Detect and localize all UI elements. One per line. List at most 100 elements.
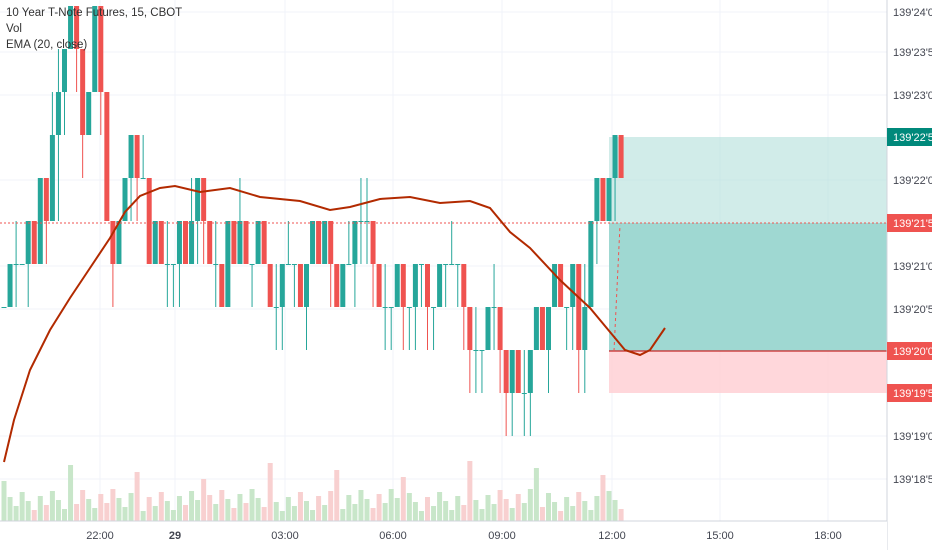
- candle-body: [43, 178, 49, 221]
- price-tick-label: 139'23'0: [893, 90, 932, 102]
- symbol-title[interactable]: 10 Year T-Note Futures, 15, CBOT: [6, 7, 183, 19]
- price-tag-target[interactable]: [887, 128, 932, 146]
- candle-body: [322, 221, 328, 264]
- price-tick-label: 139'21'0: [893, 261, 932, 273]
- candle-body: [158, 221, 164, 264]
- volume-bar: [31, 510, 37, 521]
- volume-bar: [183, 505, 188, 521]
- volume-bar: [473, 500, 479, 521]
- candle-body: [400, 264, 406, 307]
- candle-body: [140, 178, 146, 179]
- candle-body: [267, 264, 273, 307]
- candle-body: [425, 264, 430, 307]
- ema-legend[interactable]: EMA (20, close): [6, 39, 88, 51]
- volume-bar: [431, 506, 437, 521]
- candle-body: [201, 178, 207, 221]
- candle-body: [152, 221, 158, 264]
- volume-bar: [582, 501, 588, 521]
- candle-body: [183, 221, 188, 264]
- price-tag-stop[interactable]: [887, 384, 932, 402]
- candle-body: [539, 307, 545, 350]
- target-zone[interactable]: [609, 223, 887, 351]
- volume-bar: [146, 497, 152, 521]
- candle-body: [122, 178, 128, 221]
- volume-legend[interactable]: Vol: [6, 23, 22, 35]
- candle-body: [618, 135, 624, 178]
- candle-body: [86, 92, 92, 135]
- volume-bar: [467, 461, 473, 521]
- volume-bar: [68, 465, 74, 521]
- candle-body: [443, 264, 449, 265]
- candle-body: [527, 350, 533, 393]
- candle-body: [376, 264, 382, 307]
- volume-bar: [606, 491, 612, 521]
- volume-bar: [55, 500, 61, 521]
- target-zone-upper[interactable]: [609, 137, 887, 223]
- volume-bar: [491, 504, 497, 521]
- candle-body: [261, 221, 267, 264]
- volume-bar: [564, 497, 570, 521]
- candle-body: [273, 307, 279, 308]
- volume-bar: [25, 501, 31, 521]
- price-tick-label: 139'18'5: [893, 474, 932, 486]
- candle-body: [576, 264, 582, 350]
- candle-body: [237, 221, 243, 264]
- candle-body: [68, 6, 74, 49]
- volume-bar: [261, 507, 267, 521]
- time-tick-label: 03:00: [271, 530, 299, 542]
- price-tag-current[interactable]: [887, 214, 932, 232]
- price-tick-label: 139'22'0: [893, 175, 932, 187]
- volume-bar: [104, 503, 110, 521]
- candle-body: [98, 6, 104, 92]
- candle-body: [364, 221, 370, 222]
- stop-zone[interactable]: [609, 351, 887, 393]
- volume-bar: [539, 507, 545, 521]
- volume-bar: [195, 500, 201, 521]
- volume-bar: [13, 506, 19, 521]
- candle-body: [31, 221, 37, 264]
- volume-bar: [382, 503, 388, 521]
- candle-body: [455, 264, 461, 265]
- candle-body: [473, 350, 479, 351]
- volume-bar: [552, 502, 558, 521]
- volume-bar: [340, 509, 346, 521]
- price-tick-label: 139'24'0: [893, 7, 932, 19]
- volume-bar: [80, 490, 86, 521]
- candle-body: [503, 350, 509, 393]
- volume-bar: [231, 508, 237, 521]
- price-tag-entry[interactable]: [887, 342, 932, 360]
- volume-bar: [358, 490, 364, 521]
- candle-body: [128, 135, 134, 178]
- candle-body: [189, 221, 195, 264]
- candle-body: [394, 264, 400, 307]
- candle-body: [195, 178, 201, 221]
- volume-bar: [485, 495, 491, 521]
- candle-body: [25, 221, 31, 264]
- time-axis[interactable]: 22:00 29 03:00 06:00 09:00 12:00 15:00 18:00: [0, 520, 887, 550]
- candle-body: [406, 307, 412, 308]
- volume-bar: [352, 504, 358, 521]
- volume-bar: [164, 501, 170, 521]
- price-tag-label: 139'20'0: [893, 346, 932, 358]
- volume-bar: [158, 492, 164, 521]
- volume-bar: [62, 509, 67, 521]
- candle-body: [600, 178, 606, 221]
- candle-body: [164, 264, 170, 265]
- volume-bar: [618, 509, 624, 521]
- volume-bar: [515, 494, 521, 521]
- volume-bar: [370, 508, 376, 521]
- price-axis[interactable]: 139'24'0 139'23'5 139'23'0 139'22'0 139'21'0…: [886, 0, 932, 550]
- time-tick-label: 15:00: [706, 530, 734, 542]
- time-tick-label: 12:00: [598, 530, 626, 542]
- candle-body: [7, 264, 13, 307]
- candle-body: [328, 221, 334, 264]
- candle-body: [249, 264, 255, 265]
- volume-bar: [110, 489, 116, 521]
- volume-bar: [297, 492, 303, 521]
- volume-bar: [152, 506, 158, 521]
- volume-bar: [521, 503, 527, 521]
- candle-body: [316, 221, 322, 264]
- time-tick-label: 29: [169, 530, 181, 542]
- position-zones[interactable]: [609, 137, 887, 393]
